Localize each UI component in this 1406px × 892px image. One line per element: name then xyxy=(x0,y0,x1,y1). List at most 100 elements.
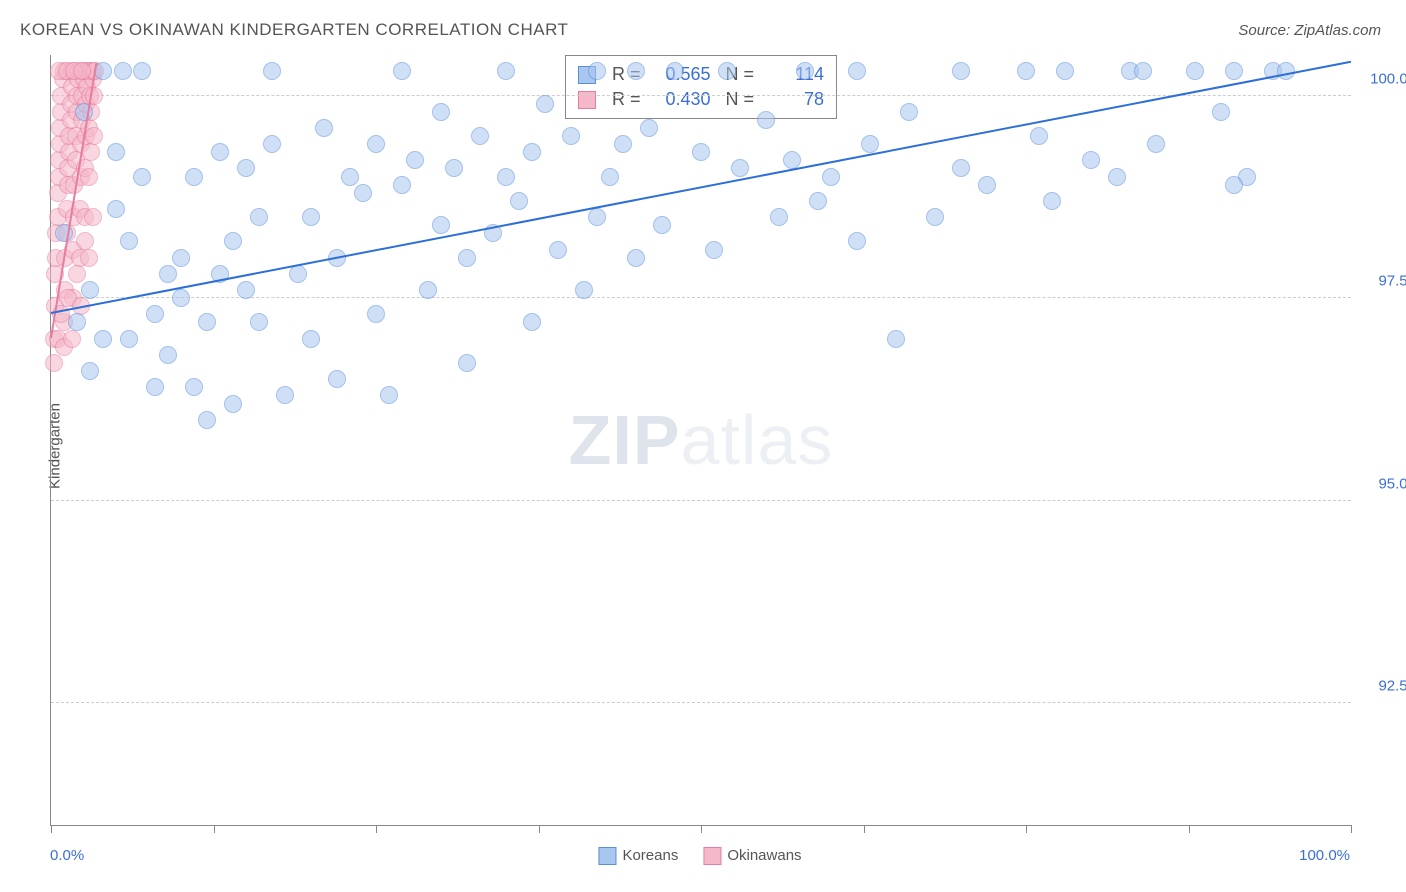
point-korean xyxy=(458,249,476,267)
point-korean xyxy=(276,386,294,404)
watermark: ZIPatlas xyxy=(569,400,834,480)
point-korean xyxy=(536,95,554,113)
point-korean xyxy=(114,62,132,80)
point-korean xyxy=(432,103,450,121)
point-korean xyxy=(666,62,684,80)
point-korean xyxy=(172,249,190,267)
point-korean xyxy=(133,62,151,80)
point-korean xyxy=(1017,62,1035,80)
point-korean xyxy=(523,143,541,161)
point-korean xyxy=(445,159,463,177)
stats-row-korean: R = 0.565 N = 114 xyxy=(578,62,824,87)
point-korean xyxy=(237,281,255,299)
point-korean xyxy=(640,119,658,137)
point-korean xyxy=(354,184,372,202)
point-korean xyxy=(393,62,411,80)
gridline xyxy=(51,702,1351,703)
point-korean xyxy=(237,159,255,177)
point-korean xyxy=(523,313,541,331)
point-okinawan xyxy=(76,232,94,250)
point-korean xyxy=(549,241,567,259)
point-korean xyxy=(1043,192,1061,210)
point-korean xyxy=(1108,168,1126,186)
x-tick xyxy=(864,825,865,833)
point-korean xyxy=(393,176,411,194)
point-korean xyxy=(588,62,606,80)
point-korean xyxy=(120,232,138,250)
point-korean xyxy=(159,346,177,364)
point-okinawan xyxy=(80,249,98,267)
point-korean xyxy=(1056,62,1074,80)
point-korean xyxy=(120,330,138,348)
point-korean xyxy=(692,143,710,161)
point-korean xyxy=(705,241,723,259)
r-value-okinawan: 0.430 xyxy=(651,89,711,110)
source-credit: Source: ZipAtlas.com xyxy=(1238,22,1381,39)
point-okinawan xyxy=(80,168,98,186)
point-korean xyxy=(978,176,996,194)
point-korean xyxy=(302,208,320,226)
gridline xyxy=(51,95,1351,96)
point-korean xyxy=(809,192,827,210)
point-korean xyxy=(718,62,736,80)
x-tick xyxy=(51,825,52,833)
point-korean xyxy=(848,232,866,250)
point-korean xyxy=(341,168,359,186)
n-value-okinawan: 78 xyxy=(764,89,824,110)
point-korean xyxy=(887,330,905,348)
watermark-bold: ZIP xyxy=(569,401,681,479)
point-korean xyxy=(146,305,164,323)
point-korean xyxy=(367,305,385,323)
point-korean xyxy=(302,330,320,348)
point-korean xyxy=(1186,62,1204,80)
point-korean xyxy=(861,135,879,153)
point-korean xyxy=(198,411,216,429)
point-korean xyxy=(497,62,515,80)
point-korean xyxy=(926,208,944,226)
point-korean xyxy=(185,378,203,396)
point-okinawan xyxy=(63,330,81,348)
point-korean xyxy=(1225,176,1243,194)
x-tick xyxy=(376,825,377,833)
point-korean xyxy=(1030,127,1048,145)
point-okinawan xyxy=(85,87,103,105)
point-okinawan xyxy=(73,62,91,80)
point-korean xyxy=(770,208,788,226)
point-korean xyxy=(133,168,151,186)
point-korean xyxy=(822,168,840,186)
point-korean xyxy=(614,135,632,153)
point-korean xyxy=(627,62,645,80)
x-tick xyxy=(1026,825,1027,833)
point-korean xyxy=(588,208,606,226)
legend-label-korean: Koreans xyxy=(622,847,678,864)
n-value-korean: 114 xyxy=(764,64,824,85)
point-korean xyxy=(458,354,476,372)
point-korean xyxy=(1134,62,1152,80)
chart-title: KOREAN VS OKINAWAN KINDERGARTEN CORRELAT… xyxy=(20,20,568,40)
y-tick-label: 97.5% xyxy=(1361,273,1406,290)
plot-area: ZIPatlas R = 0.565 N = 114 R = 0.430 N =… xyxy=(50,55,1351,826)
point-korean xyxy=(1225,62,1243,80)
point-korean xyxy=(185,168,203,186)
point-korean xyxy=(406,151,424,169)
point-korean xyxy=(1212,103,1230,121)
point-korean xyxy=(367,135,385,153)
point-korean xyxy=(198,313,216,331)
x-axis-max-label: 100.0% xyxy=(1299,847,1350,864)
point-korean xyxy=(380,386,398,404)
point-korean xyxy=(159,265,177,283)
stats-legend-box: R = 0.565 N = 114 R = 0.430 N = 78 xyxy=(565,55,837,119)
stats-row-okinawan: R = 0.430 N = 78 xyxy=(578,87,824,112)
y-tick-label: 95.0% xyxy=(1361,475,1406,492)
point-korean xyxy=(315,119,333,137)
point-korean xyxy=(224,395,242,413)
point-okinawan xyxy=(82,143,100,161)
point-korean xyxy=(900,103,918,121)
point-korean xyxy=(653,216,671,234)
point-korean xyxy=(575,281,593,299)
point-korean xyxy=(107,143,125,161)
point-korean xyxy=(471,127,489,145)
swatch-okinawan-icon xyxy=(703,847,721,865)
point-korean xyxy=(1082,151,1100,169)
point-korean xyxy=(81,362,99,380)
